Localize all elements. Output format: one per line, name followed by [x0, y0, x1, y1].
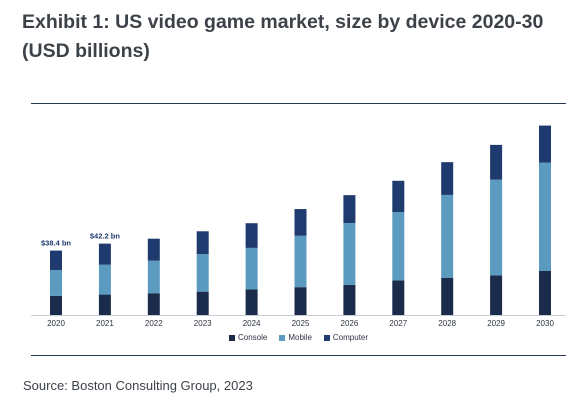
bar-mobile-2030 [539, 162, 551, 272]
legend-item-mobile: Mobile [279, 333, 312, 342]
bar-computer-2022 [147, 238, 160, 261]
bar-console-2022 [147, 293, 160, 315]
x-tick-label: 2022 [145, 319, 163, 328]
data-label-2021: $42.2 bn [90, 232, 120, 241]
bar-mobile-2021 [98, 264, 111, 295]
bar-console-2030 [539, 271, 551, 315]
legend-swatch-computer [323, 334, 330, 341]
legend-item-console: Console [228, 333, 268, 342]
x-tick-label: 2024 [243, 319, 261, 328]
source-note: Source: Boston Consulting Group, 2023 [23, 378, 253, 393]
bar-computer-2026 [343, 195, 356, 223]
x-tick-label: 2028 [438, 319, 456, 328]
bar-mobile-2026 [343, 222, 356, 285]
bar-console-2028 [441, 277, 454, 315]
bar-console-2025 [294, 287, 307, 315]
x-tick-label: 2029 [487, 319, 505, 328]
bar-computer-2028 [441, 162, 454, 195]
bar-mobile-2024 [245, 247, 258, 290]
bar-computer-2029 [490, 144, 503, 180]
x-tick-label: 2021 [96, 319, 114, 328]
x-tick-label: 2023 [194, 319, 212, 328]
bar-console-2023 [196, 291, 209, 315]
bottom-rule [31, 355, 566, 356]
bar-computer-2030 [539, 125, 551, 163]
bar-mobile-2023 [196, 254, 209, 292]
x-tick-label: 2030 [536, 319, 554, 328]
bar-console-2029 [490, 275, 503, 315]
bar-mobile-2029 [490, 179, 503, 276]
bar-console-2024 [245, 289, 258, 315]
legend-swatch-mobile [279, 334, 286, 341]
bar-computer-2027 [392, 180, 405, 212]
bar-computer-2024 [245, 223, 258, 248]
bar-mobile-2027 [392, 211, 405, 281]
bar-computer-2020 [50, 250, 62, 271]
legend-label-mobile: Mobile [288, 333, 312, 342]
bar-console-2020 [50, 295, 62, 315]
chart-title: Exhibit 1: US video game market, size by… [22, 11, 544, 62]
top-rule [31, 103, 566, 104]
chart-frame: 2020 $38.4 bn 2021 $42.2 bn 2022 2023 2024 2025… [31, 103, 566, 356]
legend: Console Mobile Computer [31, 333, 566, 342]
legend-label-console: Console [237, 333, 268, 342]
bar-computer-2023 [196, 231, 209, 255]
data-label-2020: $38.4 bn [41, 239, 71, 248]
bar-console-2027 [392, 280, 405, 315]
bar-console-2021 [98, 294, 111, 315]
bar-console-2026 [343, 284, 356, 315]
bar-mobile-2028 [441, 194, 454, 278]
bar-mobile-2020 [50, 270, 62, 296]
x-tick-label: 2027 [389, 319, 407, 328]
bar-mobile-2022 [147, 260, 160, 294]
x-tick-label: 2026 [341, 319, 359, 328]
bar-chart: 2020 $38.4 bn 2021 $42.2 bn 2022 2023 2024 2025… [31, 125, 566, 328]
legend-swatch-console [228, 334, 235, 341]
legend-label-computer: Computer [332, 333, 369, 342]
bar-computer-2025 [294, 209, 307, 236]
bar-computer-2021 [98, 243, 111, 265]
x-tick-label: 2020 [47, 319, 65, 328]
bar-mobile-2025 [294, 235, 307, 288]
legend-item-computer: Computer [323, 333, 369, 342]
x-tick-label: 2025 [292, 319, 310, 328]
